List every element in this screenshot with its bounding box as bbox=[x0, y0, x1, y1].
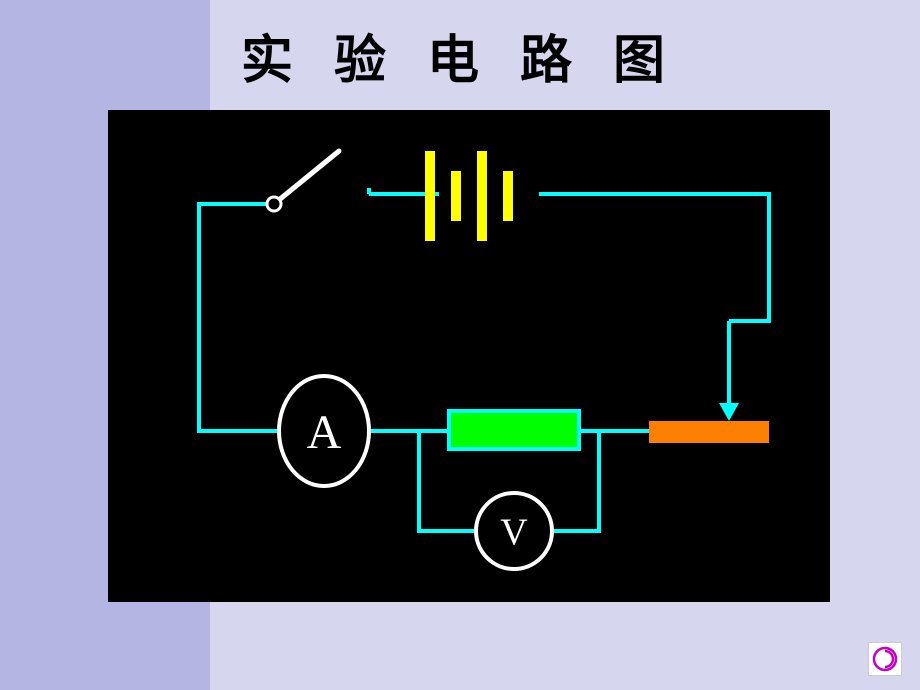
page-title: 实 验 电 路 图 bbox=[0, 18, 920, 93]
svg-text:V: V bbox=[500, 511, 528, 553]
slide: 实 验 电 路 图 AV bbox=[0, 0, 920, 690]
sound-icon[interactable] bbox=[868, 642, 902, 676]
circuit-diagram: AV bbox=[108, 110, 830, 602]
svg-text:A: A bbox=[307, 406, 342, 459]
circuit-svg: AV bbox=[109, 111, 829, 601]
